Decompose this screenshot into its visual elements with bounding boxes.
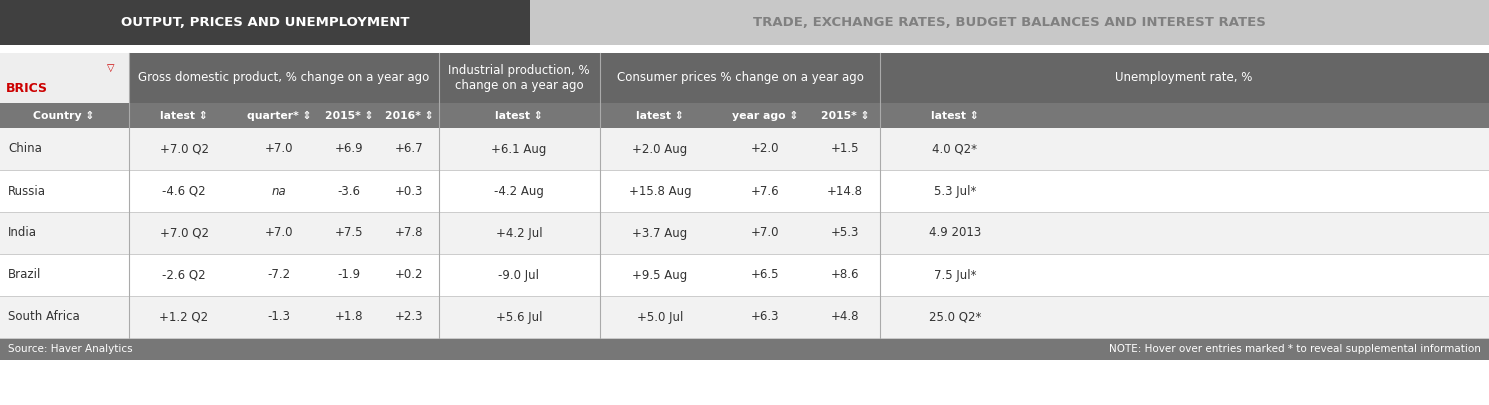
- Text: BRICS: BRICS: [6, 82, 48, 95]
- Text: +6.9: +6.9: [335, 143, 363, 156]
- Text: -4.6 Q2: -4.6 Q2: [162, 185, 205, 198]
- Text: Unemployment rate, %: Unemployment rate, %: [1115, 72, 1252, 85]
- Text: latest ⇕: latest ⇕: [159, 111, 208, 121]
- Text: +7.5: +7.5: [335, 226, 363, 239]
- Text: +5.0 Jul: +5.0 Jul: [637, 311, 683, 324]
- Text: +7.6: +7.6: [750, 185, 779, 198]
- Bar: [0, 170, 1489, 212]
- Bar: [0, 128, 1489, 170]
- Text: +6.1 Aug: +6.1 Aug: [491, 143, 546, 156]
- Text: -3.6: -3.6: [338, 185, 360, 198]
- Text: Brazil: Brazil: [7, 269, 42, 281]
- Text: -1.9: -1.9: [338, 269, 360, 281]
- Text: 4.9 2013: 4.9 2013: [929, 226, 981, 239]
- Text: Industrial production, %
change on a year ago: Industrial production, % change on a yea…: [448, 64, 590, 92]
- Text: +6.3: +6.3: [750, 311, 779, 324]
- Text: 2015* ⇕: 2015* ⇕: [325, 111, 374, 121]
- Bar: [0, 45, 1489, 53]
- Text: +7.8: +7.8: [395, 226, 423, 239]
- Text: latest ⇕: latest ⇕: [636, 111, 683, 121]
- Text: 4.0 Q2*: 4.0 Q2*: [932, 143, 977, 156]
- Bar: [0, 53, 130, 103]
- Text: Russia: Russia: [7, 185, 46, 198]
- Bar: [0, 296, 1489, 338]
- Text: -9.0 Jul: -9.0 Jul: [499, 269, 539, 281]
- Text: +8.6: +8.6: [831, 269, 859, 281]
- Text: +7.0: +7.0: [750, 226, 779, 239]
- Text: +7.0 Q2: +7.0 Q2: [159, 226, 208, 239]
- Text: +0.2: +0.2: [395, 269, 423, 281]
- Text: China: China: [7, 143, 42, 156]
- Text: Consumer prices % change on a year ago: Consumer prices % change on a year ago: [616, 72, 864, 85]
- Text: NOTE: Hover over entries marked * to reveal supplemental information: NOTE: Hover over entries marked * to rev…: [1109, 344, 1482, 354]
- Text: Gross domestic product, % change on a year ago: Gross domestic product, % change on a ye…: [138, 72, 430, 85]
- Text: +5.3: +5.3: [831, 226, 859, 239]
- Text: +2.0 Aug: +2.0 Aug: [633, 143, 688, 156]
- Text: +0.3: +0.3: [395, 185, 423, 198]
- Bar: [0, 212, 1489, 254]
- Text: 5.3 Jul*: 5.3 Jul*: [934, 185, 977, 198]
- Text: Source: Haver Analytics: Source: Haver Analytics: [7, 344, 133, 354]
- Bar: [530, 0, 1489, 45]
- Text: -1.3: -1.3: [268, 311, 290, 324]
- Text: Country ⇕: Country ⇕: [33, 111, 95, 121]
- Text: +9.5 Aug: +9.5 Aug: [633, 269, 688, 281]
- Text: 25.0 Q2*: 25.0 Q2*: [929, 311, 981, 324]
- Bar: [0, 103, 1489, 128]
- Text: India: India: [7, 226, 37, 239]
- Text: +7.0 Q2: +7.0 Q2: [159, 143, 208, 156]
- Text: +7.0: +7.0: [265, 226, 293, 239]
- Text: -4.2 Aug: -4.2 Aug: [494, 185, 543, 198]
- Text: +7.0: +7.0: [265, 143, 293, 156]
- Text: latest ⇕: latest ⇕: [931, 111, 978, 121]
- Text: +2.0: +2.0: [750, 143, 779, 156]
- Text: +14.8: +14.8: [826, 185, 864, 198]
- Text: +4.2 Jul: +4.2 Jul: [496, 226, 542, 239]
- Text: -7.2: -7.2: [268, 269, 290, 281]
- Text: +1.8: +1.8: [335, 311, 363, 324]
- Bar: [0, 338, 1489, 360]
- Text: +4.8: +4.8: [831, 311, 859, 324]
- Text: TRADE, EXCHANGE RATES, BUDGET BALANCES AND INTEREST RATES: TRADE, EXCHANGE RATES, BUDGET BALANCES A…: [753, 16, 1266, 29]
- Text: na: na: [271, 185, 286, 198]
- Text: +1.2 Q2: +1.2 Q2: [159, 311, 208, 324]
- Text: -2.6 Q2: -2.6 Q2: [162, 269, 205, 281]
- Text: 2016* ⇕: 2016* ⇕: [384, 111, 433, 121]
- Bar: [0, 254, 1489, 296]
- Text: latest ⇕: latest ⇕: [494, 111, 543, 121]
- Text: OUTPUT, PRICES AND UNEMPLOYMENT: OUTPUT, PRICES AND UNEMPLOYMENT: [121, 16, 409, 29]
- Text: +3.7 Aug: +3.7 Aug: [633, 226, 688, 239]
- Text: +6.5: +6.5: [750, 269, 779, 281]
- Text: +5.6 Jul: +5.6 Jul: [496, 311, 542, 324]
- Bar: [0, 0, 530, 45]
- Text: +6.7: +6.7: [395, 143, 423, 156]
- Text: year ago ⇕: year ago ⇕: [731, 111, 798, 121]
- Text: 2015* ⇕: 2015* ⇕: [820, 111, 870, 121]
- Text: +15.8 Aug: +15.8 Aug: [628, 185, 691, 198]
- Text: +1.5: +1.5: [831, 143, 859, 156]
- Text: South Africa: South Africa: [7, 311, 80, 324]
- Text: 7.5 Jul*: 7.5 Jul*: [934, 269, 977, 281]
- Text: ▽: ▽: [107, 63, 115, 73]
- Bar: [0, 53, 1489, 103]
- Text: +2.3: +2.3: [395, 311, 423, 324]
- Text: quarter* ⇕: quarter* ⇕: [247, 111, 311, 121]
